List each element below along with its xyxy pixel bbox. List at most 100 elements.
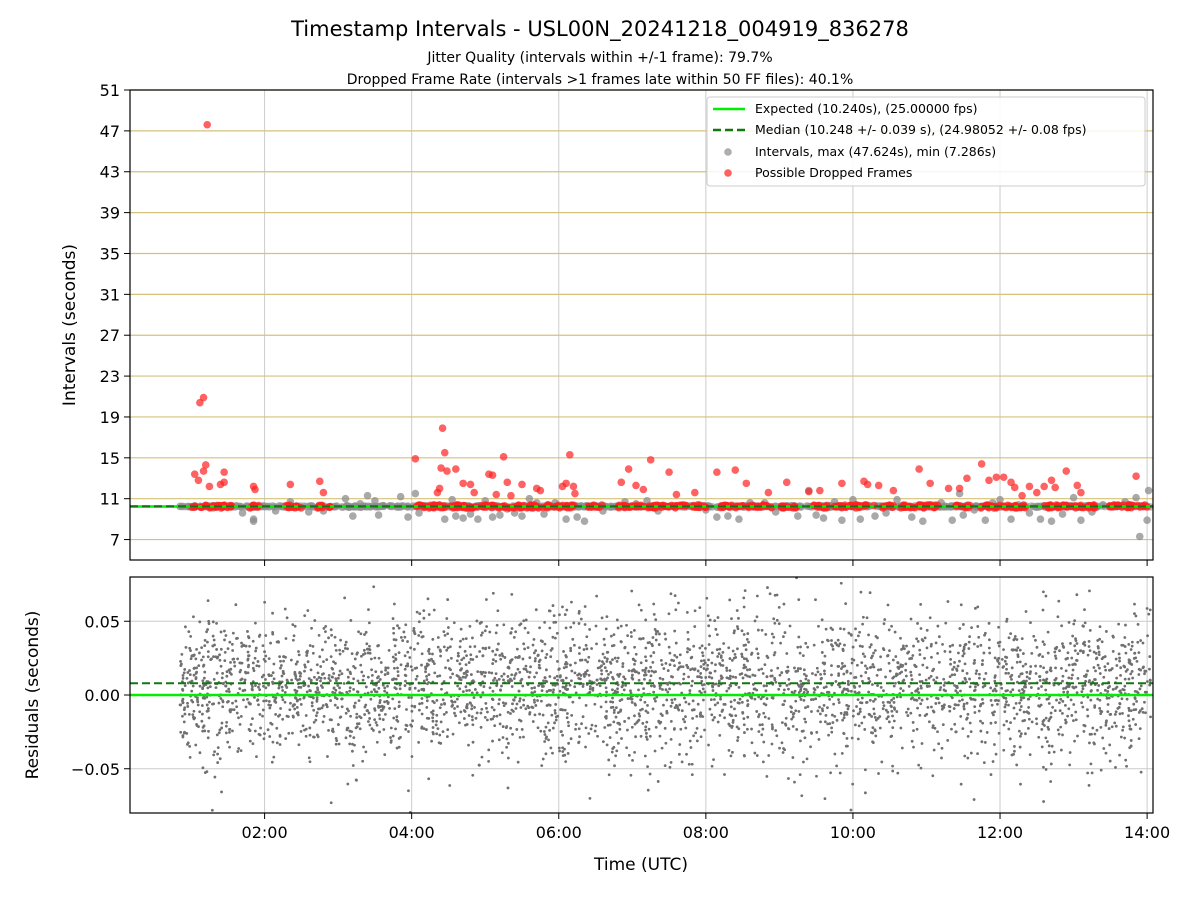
residual-point <box>375 723 379 727</box>
residual-point <box>357 699 361 703</box>
residual-point <box>1070 656 1074 660</box>
residual-point <box>497 702 501 706</box>
residual-point <box>798 739 802 743</box>
residual-point <box>293 624 297 628</box>
residual-point <box>785 683 789 687</box>
residual-point <box>555 631 559 635</box>
residual-point <box>319 679 322 683</box>
residual-point <box>622 688 626 692</box>
residual-point <box>267 703 271 707</box>
residual-point <box>892 675 896 679</box>
residual-point <box>395 746 399 750</box>
residual-point <box>857 724 861 728</box>
residual-point <box>625 746 629 750</box>
residual-point <box>603 656 607 659</box>
residual-point <box>814 598 817 602</box>
residual-point <box>212 638 216 642</box>
residual-point <box>881 701 885 704</box>
residual-point <box>467 714 471 717</box>
residual-point <box>502 623 506 627</box>
residual-point <box>1037 696 1041 700</box>
residual-point <box>206 736 210 740</box>
residual-point <box>831 628 835 632</box>
residual-point <box>506 679 510 683</box>
residual-point <box>198 651 201 655</box>
residual-point <box>989 721 993 725</box>
residual-point <box>833 752 837 756</box>
residual-point <box>565 716 569 720</box>
residual-point <box>365 709 369 713</box>
residual-point <box>770 696 774 700</box>
residual-point <box>574 691 578 695</box>
residual-point <box>414 677 418 681</box>
residual-point <box>782 602 786 606</box>
residual-point <box>229 710 232 714</box>
residual-point <box>404 623 408 627</box>
residual-point <box>1060 711 1064 715</box>
residual-point <box>930 655 933 659</box>
residual-point <box>888 649 891 653</box>
residual-point <box>1147 612 1151 616</box>
residual-point <box>859 674 863 678</box>
top-y-tick-label: 51 <box>100 81 120 100</box>
residual-point <box>623 677 627 681</box>
residual-point <box>459 627 463 631</box>
residual-point <box>932 748 936 752</box>
residual-point <box>425 662 429 666</box>
residual-point <box>313 675 316 679</box>
residual-point <box>471 773 475 777</box>
residual-point <box>616 656 620 660</box>
residual-point <box>882 689 885 693</box>
residual-point <box>1099 768 1103 772</box>
residual-point <box>973 705 977 709</box>
legend-dropped-swatch <box>724 169 732 177</box>
residual-point <box>393 707 397 711</box>
interval-point <box>1144 486 1153 495</box>
residual-point <box>408 687 412 691</box>
residual-point <box>988 651 992 655</box>
residual-point <box>518 670 522 674</box>
residual-point <box>1018 648 1022 652</box>
residual-point <box>830 726 833 730</box>
residual-point <box>626 697 630 700</box>
residual-point <box>1003 659 1007 663</box>
residual-point <box>484 671 487 675</box>
residual-point <box>248 739 252 743</box>
residual-point <box>561 746 564 750</box>
residual-point <box>612 745 616 749</box>
residual-point <box>401 639 405 642</box>
residual-point <box>843 711 847 714</box>
dropped-frame-point <box>437 464 445 472</box>
dropped-frame-point <box>933 501 942 509</box>
residual-point <box>1067 676 1071 680</box>
residual-point <box>760 723 764 727</box>
residual-point <box>612 720 616 724</box>
residual-point <box>314 718 318 722</box>
residual-point <box>772 635 776 639</box>
residual-point <box>1038 675 1042 678</box>
residual-point <box>769 674 773 678</box>
residual-point <box>621 684 625 687</box>
residual-point <box>830 713 834 717</box>
residual-point <box>863 768 867 772</box>
residual-point <box>925 697 929 701</box>
residual-point <box>425 678 429 681</box>
residual-point <box>335 739 339 743</box>
residual-point <box>1121 687 1125 691</box>
residual-point <box>853 676 856 679</box>
residual-point <box>185 676 189 680</box>
residual-point <box>317 633 321 637</box>
residual-point <box>1124 651 1128 655</box>
residual-point <box>231 631 235 635</box>
residual-point <box>637 671 641 675</box>
residual-point <box>644 728 647 732</box>
residual-point <box>425 699 429 703</box>
residual-point <box>1129 672 1133 676</box>
residual-point <box>500 751 504 755</box>
residual-point <box>950 727 953 731</box>
residual-point <box>554 718 558 722</box>
residual-point <box>192 673 196 677</box>
residual-point <box>680 760 684 764</box>
residual-point <box>773 676 777 680</box>
interval-point <box>735 515 743 523</box>
